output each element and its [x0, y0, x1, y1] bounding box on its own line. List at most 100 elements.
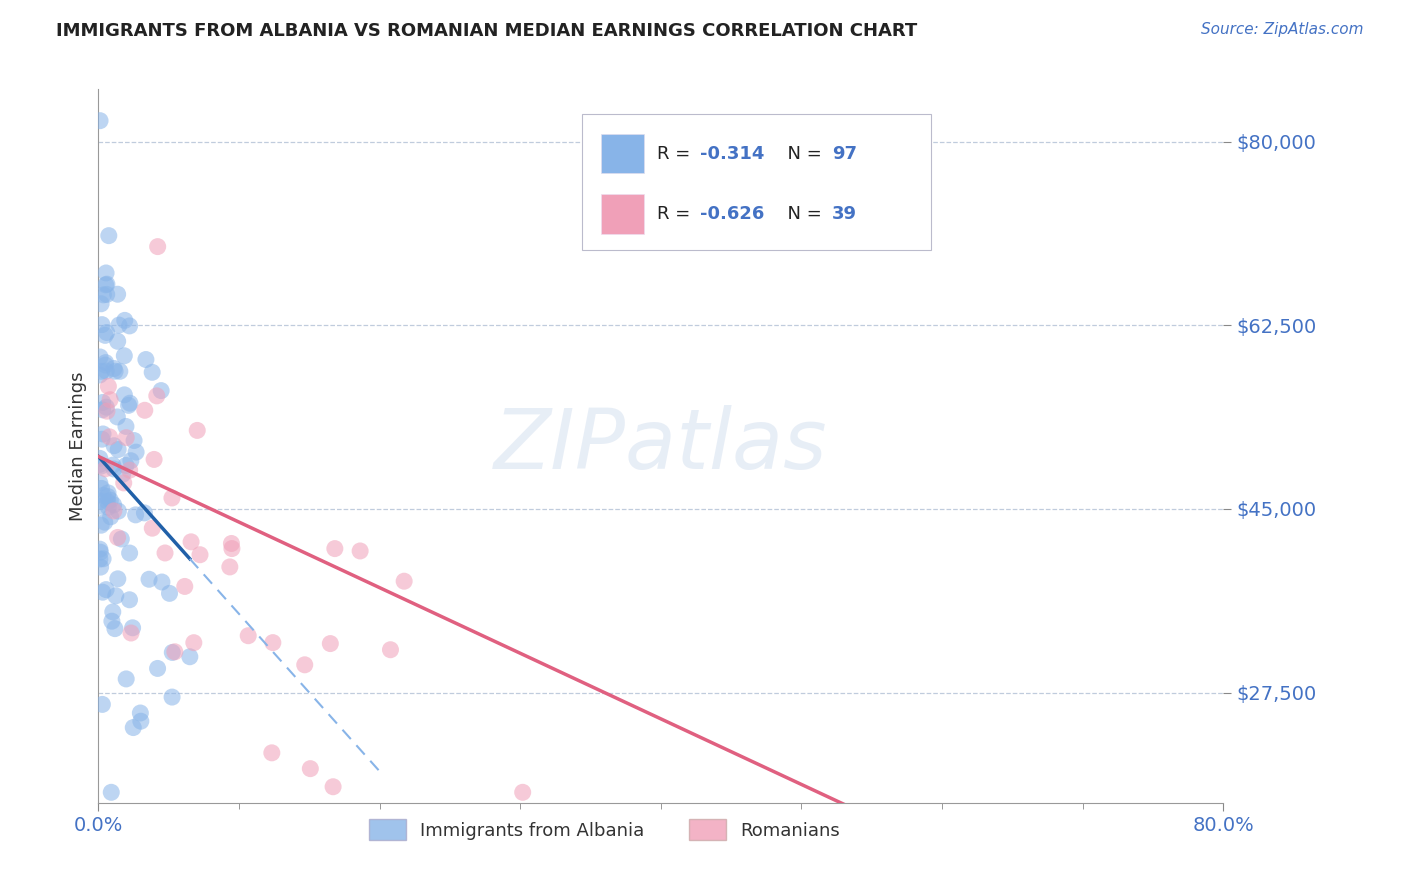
Point [91, 427, 114, 442]
Point [94, 356, 117, 370]
Point [103, 462, 125, 476]
Point [89, 493, 111, 508]
Text: N =: N = [776, 145, 827, 162]
Point [91, 395, 114, 409]
Text: 39: 39 [832, 205, 856, 223]
Point [97, 500, 120, 515]
Point [221, 536, 243, 550]
Point [122, 434, 145, 448]
Point [90, 459, 112, 474]
Point [91, 402, 114, 417]
Point [115, 458, 138, 473]
Point [380, 642, 402, 657]
Point [90, 560, 112, 574]
Point [89, 545, 111, 559]
Point [104, 364, 127, 378]
Point [90, 482, 112, 496]
Point [141, 365, 163, 379]
Point [323, 541, 346, 556]
Point [118, 546, 141, 560]
Point [89, 476, 111, 491]
Point [180, 534, 202, 549]
Point [101, 614, 124, 628]
Point [143, 452, 166, 467]
Point [96, 400, 118, 414]
Point [129, 714, 152, 729]
Point [134, 403, 156, 417]
Point [89, 368, 111, 382]
Point [97, 486, 120, 500]
Point [94, 328, 117, 343]
Point [112, 349, 135, 363]
Point [146, 389, 169, 403]
Point [118, 463, 141, 477]
Point [108, 318, 131, 332]
Point [117, 398, 139, 412]
Point [120, 454, 142, 468]
Point [94, 582, 117, 597]
Point [93, 515, 115, 529]
Point [160, 491, 183, 505]
Point [107, 572, 129, 586]
Point [103, 439, 125, 453]
Text: -0.626: -0.626 [700, 205, 765, 223]
Point [101, 605, 124, 619]
Point [120, 626, 142, 640]
Text: Source: ZipAtlas.com: Source: ZipAtlas.com [1201, 22, 1364, 37]
Point [89, 458, 111, 472]
Text: R =: R = [658, 205, 696, 223]
Point [121, 621, 143, 635]
Point [110, 532, 132, 546]
Point [138, 572, 160, 586]
Bar [602, 134, 644, 173]
Point [100, 509, 122, 524]
Point [90, 297, 112, 311]
Point [94, 358, 117, 372]
Point [96, 326, 118, 340]
Point [107, 334, 129, 349]
Point [96, 287, 118, 301]
Point [94, 462, 117, 476]
Point [103, 498, 125, 512]
Point [97, 490, 120, 504]
Point [96, 404, 118, 418]
Point [91, 432, 114, 446]
Point [107, 504, 129, 518]
Y-axis label: Median Earnings: Median Earnings [69, 371, 87, 521]
Point [129, 706, 152, 720]
Point [104, 622, 127, 636]
Point [115, 431, 138, 445]
Point [94, 266, 117, 280]
Point [89, 542, 111, 557]
Point [141, 521, 163, 535]
Point [118, 396, 141, 410]
Point [294, 657, 316, 672]
Point [118, 592, 141, 607]
Point [107, 531, 129, 545]
Text: N =: N = [776, 205, 827, 223]
Point [107, 287, 129, 301]
Point [91, 551, 114, 566]
Point [91, 585, 114, 599]
Point [124, 508, 146, 522]
Point [150, 384, 173, 398]
Point [98, 430, 121, 444]
Point [159, 586, 181, 600]
Point [97, 494, 120, 508]
Point [112, 388, 135, 402]
Point [101, 458, 124, 472]
Point [112, 475, 135, 490]
Point [104, 589, 127, 603]
Point [392, 574, 415, 589]
Point [89, 552, 111, 566]
Point [89, 499, 111, 513]
Point [125, 445, 148, 459]
Point [96, 364, 118, 378]
Point [105, 409, 128, 424]
Bar [602, 194, 644, 234]
Point [98, 392, 121, 407]
Point [319, 637, 342, 651]
Point [349, 544, 371, 558]
Text: IMMIGRANTS FROM ALBANIA VS ROMANIAN MEDIAN EARNINGS CORRELATION CHART: IMMIGRANTS FROM ALBANIA VS ROMANIAN MEDI… [56, 22, 918, 40]
Point [183, 635, 205, 649]
